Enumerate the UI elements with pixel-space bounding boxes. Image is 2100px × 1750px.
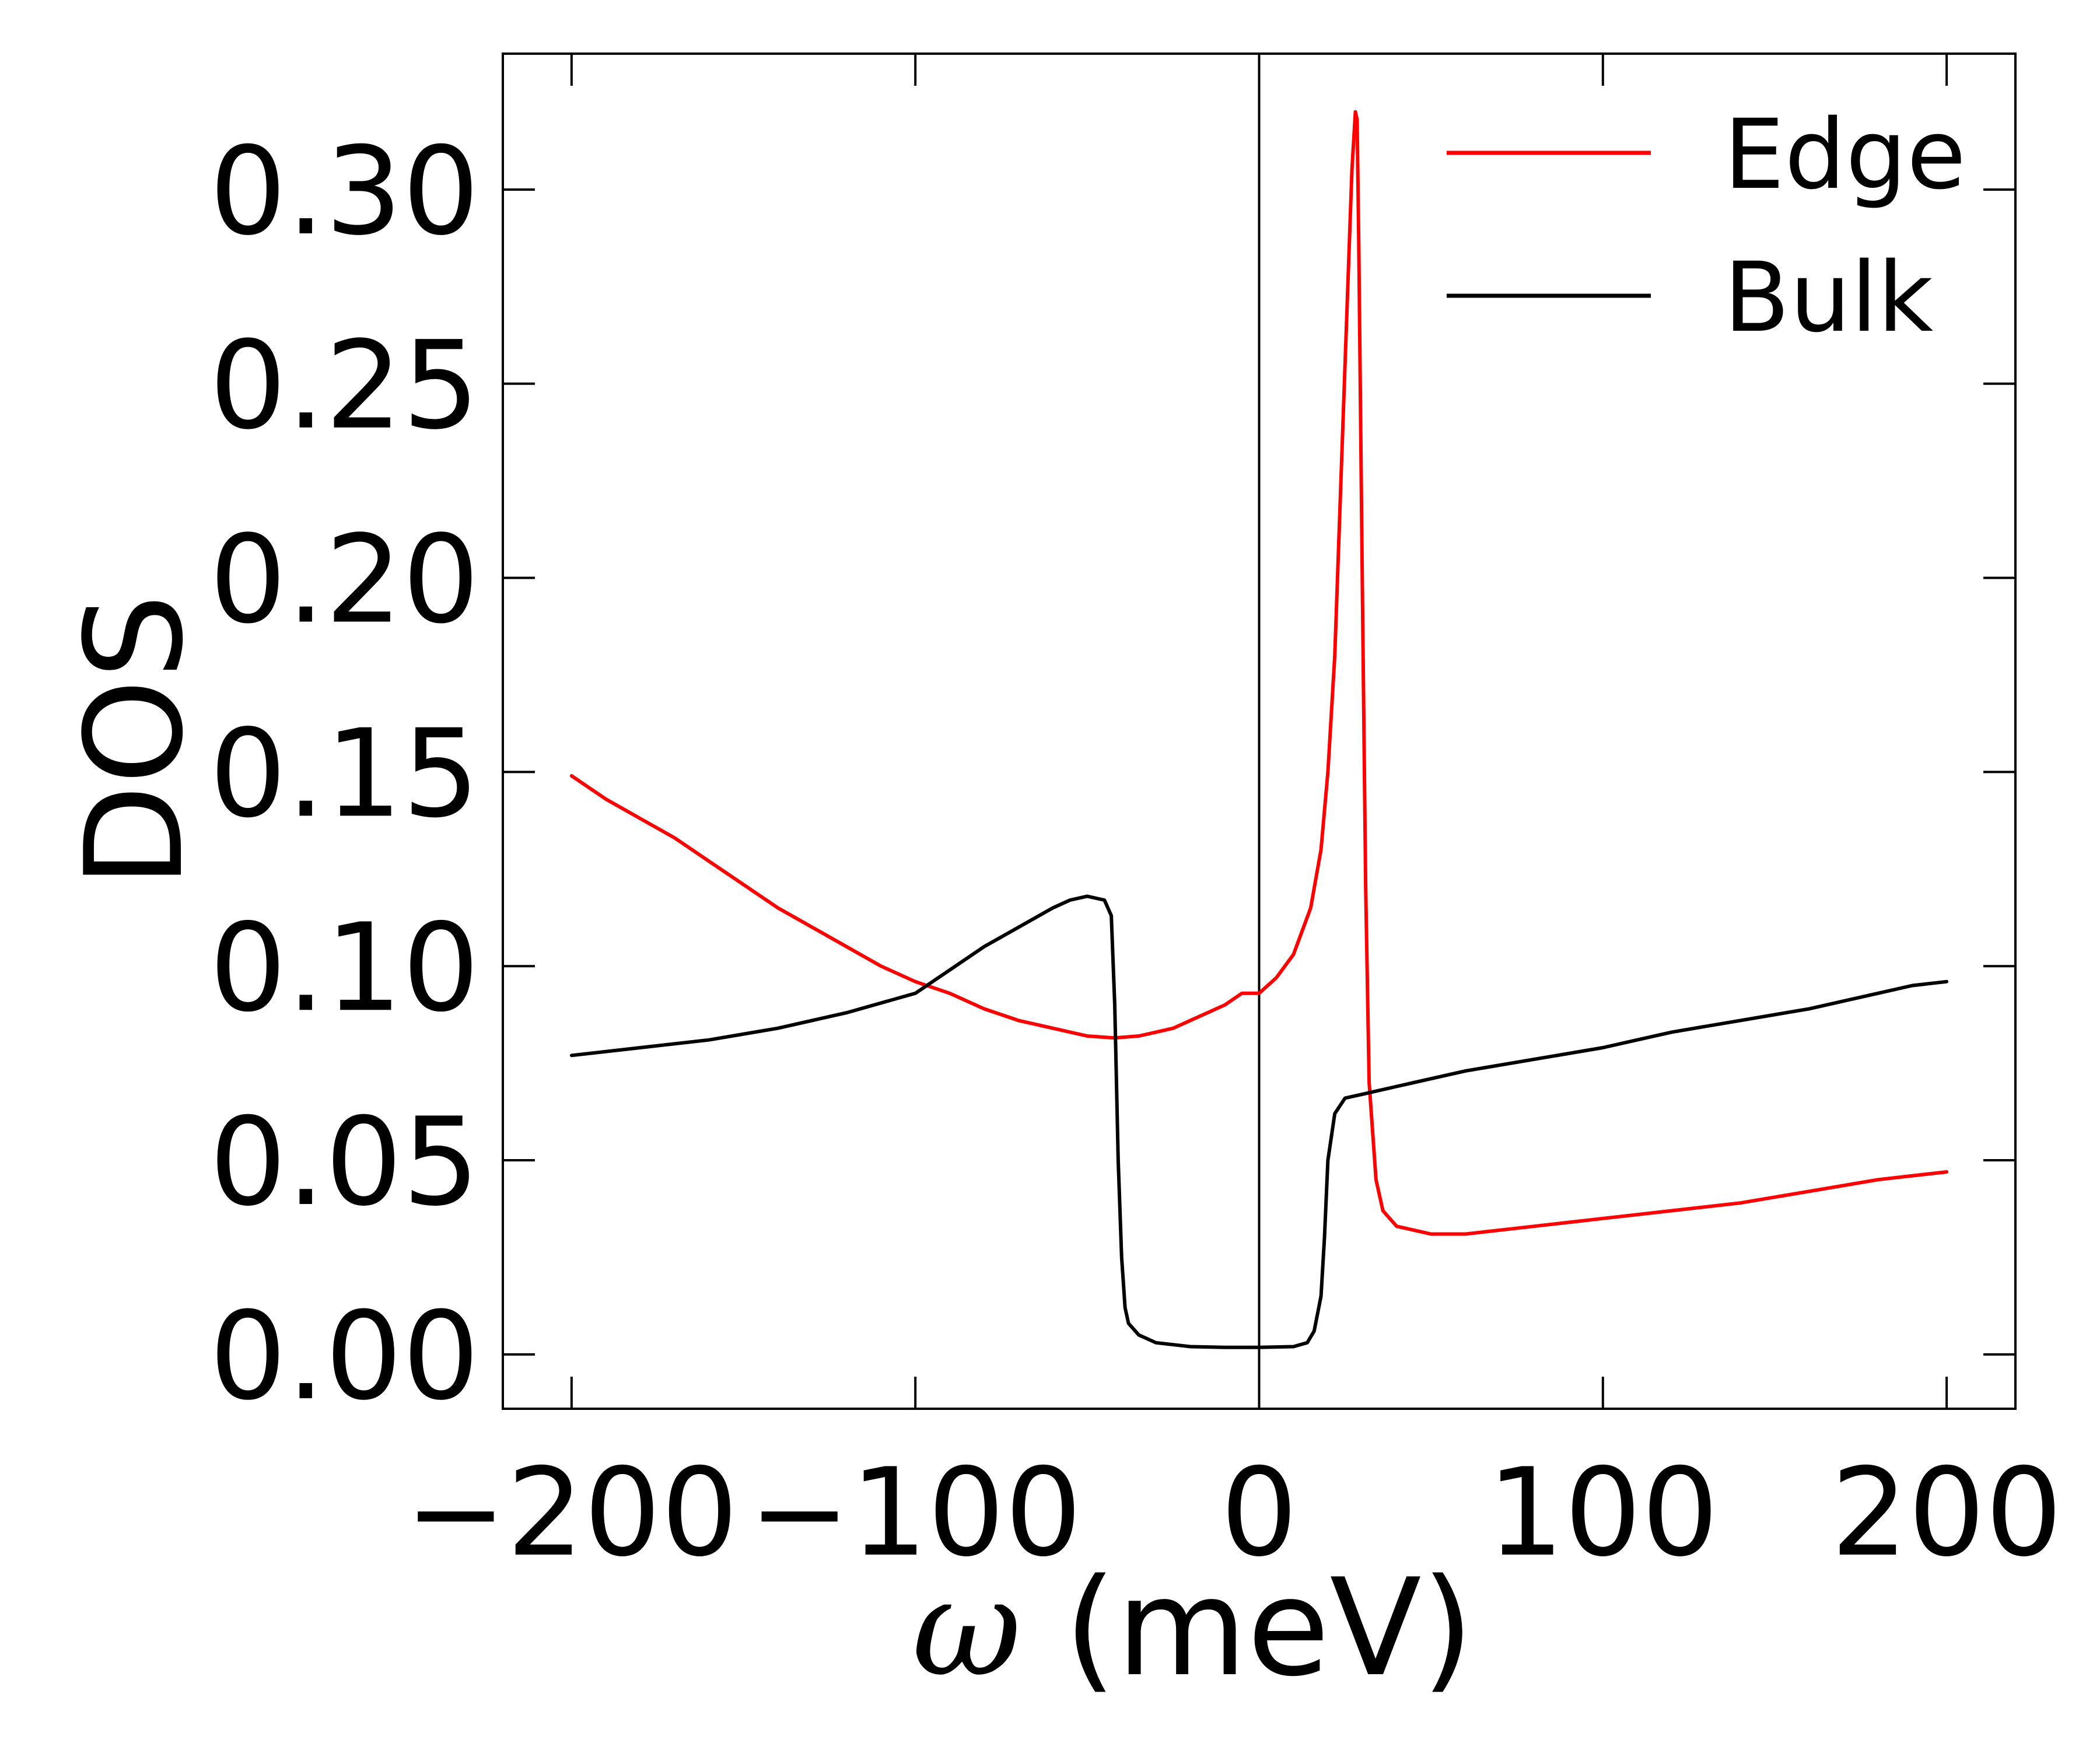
legend-label-bulk: Bulk [1724,242,1934,354]
series-line-bulk [569,894,1949,1349]
y-tick-label: 0.05 [209,1092,480,1233]
series-line-edge [569,110,1949,1236]
y-tick-label: 0.00 [209,1286,480,1427]
tick-layer: −200 −100 0 100 200 0.00 0.05 0.10 0.15 0.20 0.25 0… [209,54,2063,1584]
x-axis-unit-text: (meV) [1064,1550,1474,1706]
y-tick-label: 0.30 [209,121,480,262]
y-axis-label: DOS [57,594,213,888]
y-tick-label: 0.20 [209,510,480,651]
x-axis-unit [1021,1550,1064,1706]
x-tick-label: 100 [1487,1443,1718,1584]
x-tick-label: −200 [405,1443,738,1584]
x-axis-symbol: ω [912,1550,1021,1706]
x-tick-label: 200 [1831,1443,2063,1584]
x-tick-label: 0 [1220,1443,1297,1584]
legend: Edge Bulk [1447,99,1966,354]
x-axis-label: ω (meV) [912,1550,1474,1706]
y-tick-label: 0.25 [209,316,480,457]
x-tick-label: −100 [749,1443,1082,1584]
y-tick-label: 0.15 [209,704,480,845]
series-layer [569,110,1949,1349]
legend-label-edge: Edge [1724,99,1966,211]
y-tick-label: 0.10 [209,898,480,1039]
